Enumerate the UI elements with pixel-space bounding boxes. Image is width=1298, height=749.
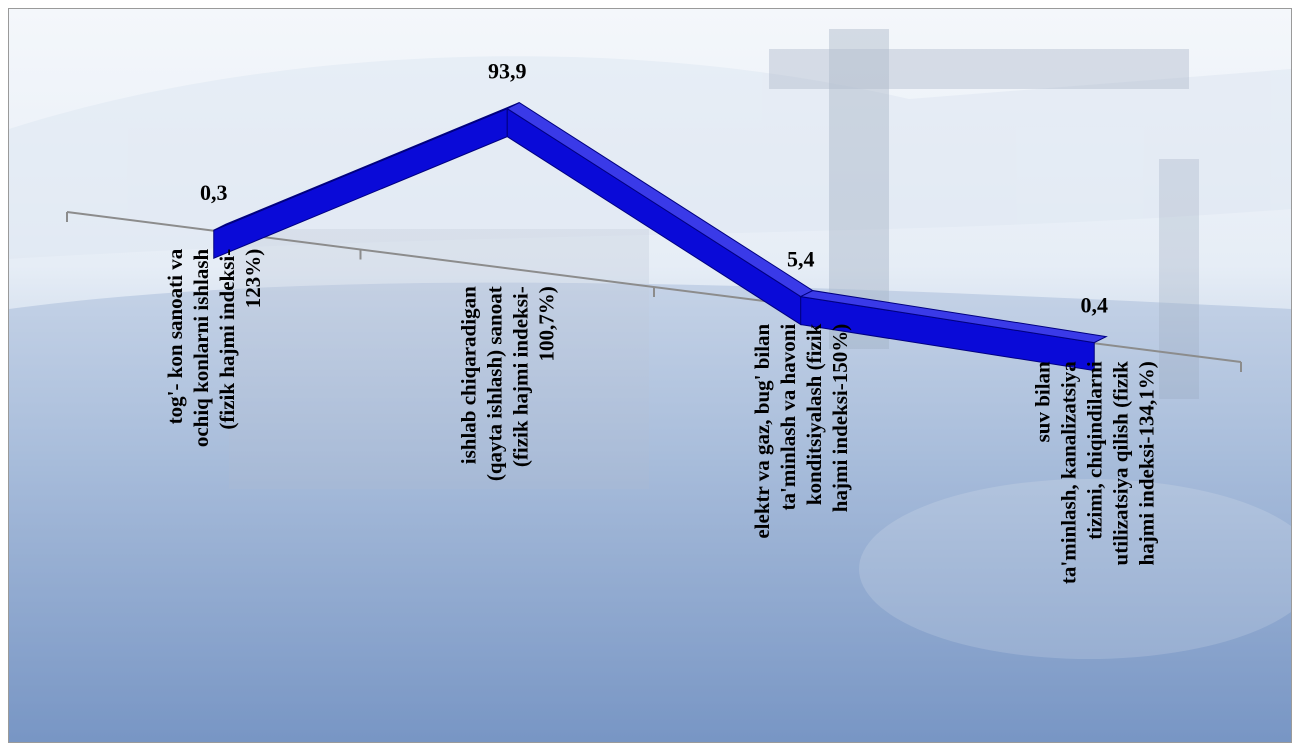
category-labels: tog'- kon sanoati va ochiq konlarni ishla… — [163, 248, 1159, 584]
series-ribbon — [213, 102, 1108, 372]
category-label-line: (fizik hajmi indeksi- — [215, 249, 239, 430]
category-label-line: hajmi indeksi-134,1%) — [1134, 361, 1158, 565]
category-label-line: hajmi indeksi-150%) — [828, 324, 852, 512]
category-label-line: 100,7%) — [534, 286, 558, 361]
category-label-line: ta'minlash va havoni — [776, 324, 800, 511]
category-label-line: ochiq konlarni ishlash — [189, 248, 213, 447]
data-label: 0,3 — [200, 180, 228, 205]
category-label: ishlab chiqaradigan (qayta ishlash) sanoa… — [456, 286, 558, 481]
category-label: elektr va gaz, bug' bilan ta'minlash va h… — [750, 323, 852, 538]
category-label-line: konditsiyalash (fizik — [802, 323, 826, 505]
category-label-line: 123%) — [241, 249, 265, 309]
data-label: 5,4 — [787, 247, 815, 272]
category-label-line: (fizik hajmi indeksi- — [508, 286, 532, 467]
line-chart: 0,3 93,9 5,4 0,4 tog'- kon sanoati va ochiq … — [9, 29, 1291, 742]
category-label-line: ta'minlash, kanalizatsiya — [1056, 361, 1080, 584]
category-label: suv bilan ta'minlash, kanalizatsiya tizimi… — [1030, 361, 1158, 584]
category-label-line: elektr va gaz, bug' bilan — [750, 323, 774, 538]
category-label-line: suv bilan — [1030, 361, 1054, 442]
category-label-line: tizimi, chiqindilarni — [1082, 361, 1106, 540]
category-label-line: utilizatsiya qilish (fizik — [1108, 361, 1132, 566]
data-label: 0,4 — [1081, 293, 1109, 318]
category-label-line: ishlab chiqaradigan — [456, 286, 480, 464]
data-label: 93,9 — [488, 59, 527, 84]
data-labels: 0,3 93,9 5,4 0,4 — [200, 59, 1108, 318]
category-label-line: tog'- kon sanoati va — [163, 248, 187, 424]
category-label: tog'- kon sanoati va ochiq konlarni ishla… — [163, 248, 265, 447]
category-label-line: (qayta ishlash) sanoat — [482, 286, 506, 481]
series-segment-top — [799, 290, 1108, 344]
chart-area: 0,3 93,9 5,4 0,4 tog'- kon sanoati va ochiq … — [8, 8, 1292, 743]
